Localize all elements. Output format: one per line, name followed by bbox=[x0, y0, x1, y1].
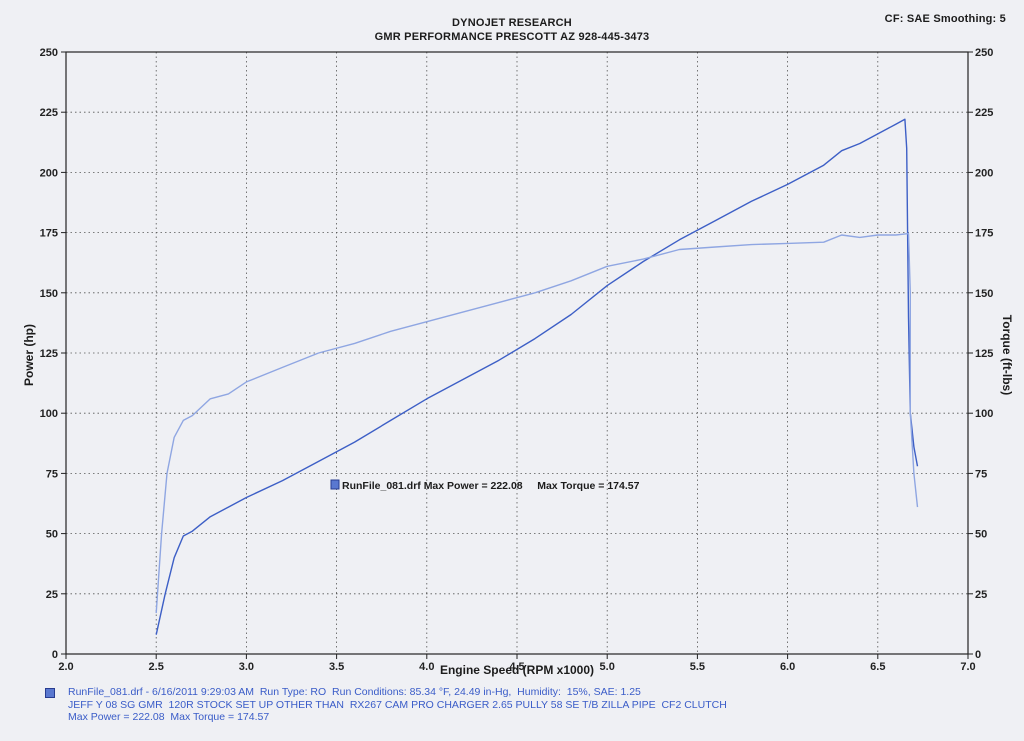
x-tick-label: 4.5 bbox=[509, 661, 524, 673]
y2-tick-label: 250 bbox=[975, 47, 993, 59]
correction-factor-label: CF: SAE Smoothing: 5 bbox=[884, 13, 1006, 25]
y2-tick-label: 125 bbox=[975, 348, 993, 360]
chart-legend: RunFile_081.drf Max Power = 222.08 Max T… bbox=[330, 479, 640, 492]
y-tick-label: 0 bbox=[52, 649, 58, 661]
y-tick-label: 125 bbox=[40, 348, 58, 360]
y-tick-label: 100 bbox=[40, 408, 58, 420]
y-tick-label: 25 bbox=[46, 589, 58, 601]
y2-axis-ticks: 0 25 50 75 100 125 150 175 200 225 250 bbox=[968, 47, 993, 661]
y2-tick-label: 225 bbox=[975, 107, 993, 119]
series-layer bbox=[155, 118, 919, 635]
y-axis-title: Power (hp) bbox=[22, 324, 36, 386]
x-tick-label: 2.0 bbox=[58, 661, 73, 673]
y-tick-label: 225 bbox=[40, 107, 58, 119]
footer-line-1: RunFile_081.drf - 6/16/2011 9:29:03 AM R… bbox=[68, 686, 641, 698]
legend-text: RunFile_081.drf Max Power = 222.08 Max T… bbox=[342, 480, 640, 492]
y2-tick-label: 50 bbox=[975, 529, 987, 541]
y2-tick-label: 0 bbox=[975, 649, 981, 661]
footer-marker bbox=[45, 688, 55, 698]
x-tick-label: 6.0 bbox=[780, 661, 795, 673]
footer-line-3: Max Power = 222.08 Max Torque = 174.57 bbox=[68, 711, 270, 723]
y2-tick-label: 175 bbox=[975, 228, 993, 240]
y-tick-label: 150 bbox=[40, 288, 58, 300]
x-tick-label: 3.5 bbox=[329, 661, 344, 673]
x-tick-label: 2.5 bbox=[149, 661, 164, 673]
footer-line-2: JEFF Y 08 SG GMR 120R STOCK SET UP OTHER… bbox=[68, 698, 727, 711]
grid bbox=[66, 52, 968, 654]
chart-title: DYNOJET RESEARCH bbox=[452, 17, 572, 29]
y-tick-label: 250 bbox=[40, 47, 58, 59]
y-tick-label: 75 bbox=[46, 468, 58, 480]
x-tick-label: 7.0 bbox=[960, 661, 975, 673]
torque-curve bbox=[155, 232, 919, 614]
y2-axis-title: Torque (ft-lbs) bbox=[1000, 315, 1014, 395]
x-tick-label: 3.0 bbox=[239, 661, 254, 673]
x-tick-label: 5.0 bbox=[600, 661, 615, 673]
y2-tick-label: 75 bbox=[975, 468, 987, 480]
y-tick-label: 50 bbox=[46, 529, 58, 541]
y2-tick-label: 100 bbox=[975, 408, 993, 420]
y-tick-label: 200 bbox=[40, 167, 58, 179]
y2-tick-label: 150 bbox=[975, 288, 993, 300]
y2-tick-label: 200 bbox=[975, 167, 993, 179]
x-tick-label: 5.5 bbox=[690, 661, 705, 673]
y-axis-ticks: 0 25 50 75 100 125 150 175 200 225 250 bbox=[40, 47, 66, 661]
power-curve bbox=[155, 118, 919, 635]
x-tick-label: 4.0 bbox=[419, 661, 434, 673]
x-tick-label: 6.5 bbox=[870, 661, 885, 673]
y-tick-label: 175 bbox=[40, 228, 58, 240]
y2-tick-label: 25 bbox=[975, 589, 987, 601]
run-info-footer: RunFile_081.drf - 6/16/2011 9:29:03 AM R… bbox=[45, 686, 727, 724]
legend-marker bbox=[330, 479, 340, 490]
x-axis-title: Engine Speed (RPM x1000) bbox=[440, 663, 594, 677]
x-axis-ticks: 2.0 2.5 3.0 3.5 4.0 4.5 5.0 5.5 6.0 6.5 7.0 bbox=[58, 654, 976, 673]
chart-subtitle: GMR PERFORMANCE PRESCOTT AZ 928-445-3473 bbox=[374, 31, 650, 43]
